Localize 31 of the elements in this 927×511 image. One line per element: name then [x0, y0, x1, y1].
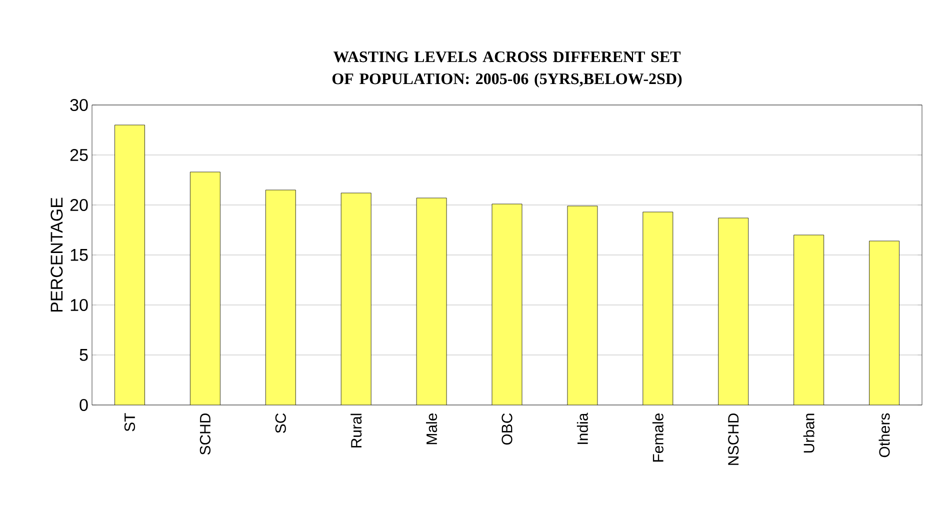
- bar: [114, 124, 145, 405]
- x-tick-label: ST: [124, 413, 136, 432]
- bar: [567, 206, 598, 405]
- x-tick-label: SCHD: [200, 414, 210, 455]
- x-tick-label: Female: [652, 413, 664, 462]
- bar: [416, 198, 447, 405]
- x-tick-label: Urban: [803, 414, 814, 452]
- bar: [492, 204, 522, 405]
- y-tick-label: 25: [70, 148, 88, 162]
- x-tick-label: Male: [426, 413, 438, 444]
- y-tick-label: 20: [70, 198, 88, 212]
- x-tick-label: India: [576, 412, 588, 444]
- chart-title: WASTING LEVELS ACROSS DIFFERENT SET OF POPULATION: 2005-06 (5YRS,BELOW-2SD): [332, 51, 682, 88]
- x-tick-label: NSCHD: [728, 414, 739, 465]
- y-tick-label: 5: [80, 349, 88, 361]
- y-tick-label: 0: [80, 398, 88, 412]
- bar: [794, 234, 824, 405]
- bar: [265, 190, 296, 405]
- bar: [340, 192, 372, 405]
- bar: [718, 218, 749, 405]
- bar: [190, 172, 220, 405]
- y-tick-label: 15: [70, 249, 88, 261]
- bar: [642, 212, 674, 405]
- bar: [869, 240, 900, 405]
- y-tick-label: 30: [70, 98, 88, 112]
- x-tick-label: SC: [275, 413, 286, 433]
- x-tick-label: Others: [878, 413, 890, 458]
- y-axis-title: PERCENTAGE: [50, 198, 63, 312]
- x-tick-label: Rural: [350, 414, 362, 448]
- x-tick-label: OBC: [502, 413, 512, 445]
- y-tick-label: 10: [70, 298, 88, 312]
